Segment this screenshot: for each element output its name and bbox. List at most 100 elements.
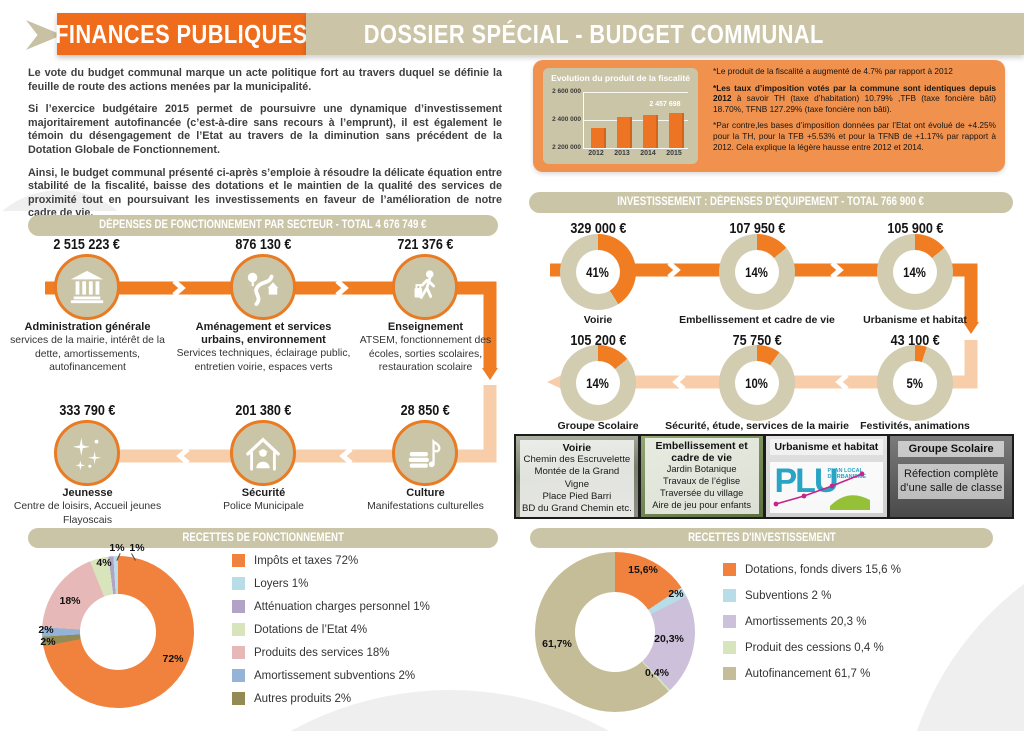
- sector-label: Sécurité Police Municipale: [176, 487, 351, 514]
- fiscalite-chart: Evolution du produit de la fiscalité 2 6…: [543, 68, 698, 164]
- legend-recettes-fonctionnement: Impôts et taxes 72% Loyers 1% Atténuatio…: [232, 554, 430, 715]
- donut-groupe-scolaire: 14%: [560, 345, 636, 421]
- bar-2014: [643, 114, 658, 148]
- amount: 721 376 €: [396, 236, 454, 253]
- invest-label: Urbanisme et habitat: [863, 314, 967, 326]
- depenses-band: DÉPENSES DE FONCTIONNEMENT PAR SECTEUR -…: [28, 215, 498, 236]
- amount: 2 515 223 €: [53, 236, 121, 253]
- legend-item: Loyers 1%: [232, 577, 430, 590]
- slice-label-2a: 2%: [38, 624, 54, 636]
- sector-desc: Manifestations culturelles: [367, 501, 484, 513]
- page-title: FINANCES PUBLIQUES: [55, 13, 307, 55]
- legend-swatch: [232, 600, 245, 613]
- caption-voirie: Voirie Chemin des Escruvelette Montée de…: [520, 440, 634, 517]
- x-tick: 2012: [588, 150, 604, 157]
- books-music-icon: [408, 438, 441, 468]
- slice-label-72: 72%: [162, 653, 184, 665]
- amount: 75 750 €: [732, 332, 782, 349]
- donut-urbanisme: 14%: [877, 234, 953, 310]
- chevron-right-icon: [26, 20, 63, 50]
- recettes-fonct-band-text: RECETTES DE FONCTIONNEMENT: [182, 532, 344, 544]
- plu-logo: PLU PLAN LOCAL D'URBANISME: [769, 462, 884, 513]
- sector-title: Culture: [406, 487, 445, 499]
- sector-title: Enseignement: [387, 321, 464, 333]
- legend-item: Autres produits 2%: [232, 692, 430, 705]
- amount: 329 000 €: [569, 220, 627, 237]
- donut-voirie: 41%: [560, 234, 636, 310]
- slice-label-18: 18%: [59, 595, 81, 607]
- slice-label-1b: 1%: [129, 542, 145, 554]
- y-tick: 2 400 000: [552, 116, 581, 123]
- student-icon: [414, 270, 435, 299]
- recettes-inv-band: RECETTES D'INVESTISSEMENT: [530, 528, 993, 548]
- sector-circle-securite: [230, 420, 296, 486]
- legend-swatch: [723, 563, 736, 576]
- caption-groupe-scolaire-body: Réfection complète d’une salle de classe: [898, 464, 1004, 499]
- amount: 333 790 €: [58, 402, 116, 419]
- sector-circle-jeunesse: [54, 420, 120, 486]
- gridline: [584, 92, 688, 93]
- invest-band: INVESTISSEMENT : DÉPENSES D'ÉQUIPEMENT -…: [529, 192, 1013, 213]
- donut-recettes-fonctionnement: [42, 556, 194, 708]
- depenses-band-text: DÉPENSES DE FONCTIONNEMENT PAR SECTEUR -…: [99, 219, 427, 231]
- invest-label: Festivités, animations: [860, 420, 970, 432]
- sector-title: Jeunesse: [62, 487, 113, 499]
- page-subtitle-text: DOSSIER SPÉCIAL - BUDGET COMMUNAL: [363, 18, 824, 49]
- gridline: [584, 120, 688, 121]
- slice-label-04: 0,4%: [645, 667, 669, 679]
- sector-label: Enseignement ATSEM, fonctionnement des é…: [348, 321, 503, 375]
- slice-label-2b: 2%: [40, 636, 56, 648]
- x-tick: 2015: [666, 150, 682, 157]
- x-tick: 2014: [640, 150, 656, 157]
- amount: 105 900 €: [886, 220, 944, 237]
- sector-desc: Centre de loisirs, Accueil jeunes Flayos…: [13, 501, 162, 526]
- note-2-rest: à savoir TH (taxe d’habitation) 10.79% ,…: [713, 93, 996, 114]
- note-2: *Les taux d’imposition votés par la comm…: [713, 83, 996, 115]
- legend-item: Atténuation charges personnel 1%: [232, 600, 430, 613]
- sector-label: Aménagement et services urbains, environ…: [176, 321, 351, 374]
- fiscalite-box: Evolution du produit de la fiscalité 2 6…: [533, 60, 1005, 172]
- donut-recettes-investissement: [535, 552, 695, 712]
- bank-icon: [70, 270, 104, 304]
- path-icon: [247, 272, 279, 306]
- sector-desc: services de la mairie, intérêt de la det…: [10, 335, 165, 374]
- sector-label: Jeunesse Centre de loisirs, Accueil jeun…: [0, 487, 175, 527]
- deco-circle: [0, 190, 120, 211]
- legend-item: Produits des services 18%: [232, 646, 430, 659]
- amount: 105 200 €: [569, 332, 627, 349]
- sector-label: Administration générale services de la m…: [0, 321, 175, 375]
- sector-title: Administration générale: [24, 321, 151, 333]
- bar-2012: [591, 128, 606, 148]
- legend-swatch: [723, 641, 736, 654]
- top-left-deco-clip: [0, 0, 120, 211]
- legend-recettes-investissement: Dotations, fonds divers 15,6 % Subventio…: [723, 563, 901, 690]
- page-subtitle-bar: DOSSIER SPÉCIAL - BUDGET COMMUNAL: [306, 13, 1024, 55]
- party-icon: [72, 437, 102, 471]
- amount: 28 850 €: [400, 402, 450, 419]
- bar-2015: [669, 113, 684, 148]
- note-2-bold: *Les taux d’imposition votés par la comm…: [713, 82, 996, 104]
- photo-urbanisme: Urbanisme et habitat PLU PLAN LOCAL D'UR…: [765, 436, 888, 517]
- legend-item: Produit des cessions 0,4 %: [723, 641, 901, 654]
- sector-circle-culture: [392, 420, 458, 486]
- legend-item: Impôts et taxes 72%: [232, 554, 430, 567]
- legend-swatch: [232, 554, 245, 567]
- amount: 107 950 €: [728, 220, 786, 237]
- sector-title: Aménagement et services urbains, environ…: [195, 321, 332, 347]
- slice-label-1a: 1%: [109, 542, 125, 554]
- recettes-inv-band-text: RECETTES D'INVESTISSEMENT: [687, 532, 836, 544]
- legend-item: Dotations de l’Etat 4%: [232, 623, 430, 636]
- chart-title: Evolution du produit de la fiscalité: [551, 73, 690, 83]
- legend-swatch: [232, 623, 245, 636]
- legend-swatch: [232, 577, 245, 590]
- note-3: *Par contre,les bases d’imposition donné…: [713, 120, 996, 152]
- caption-groupe-scolaire-title: Groupe Scolaire: [898, 441, 1004, 457]
- invest-label: Voirie: [583, 314, 613, 326]
- plu-logo-subtext: PLAN LOCAL D'URBANISME: [827, 468, 867, 480]
- sector-circle-enseignement: [392, 254, 458, 320]
- photo-strip: Voirie Chemin des Escruvelette Montée de…: [514, 434, 1014, 519]
- intro-paragraph-1: Le vote du budget communal marque un act…: [28, 67, 502, 93]
- legend-swatch: [723, 589, 736, 602]
